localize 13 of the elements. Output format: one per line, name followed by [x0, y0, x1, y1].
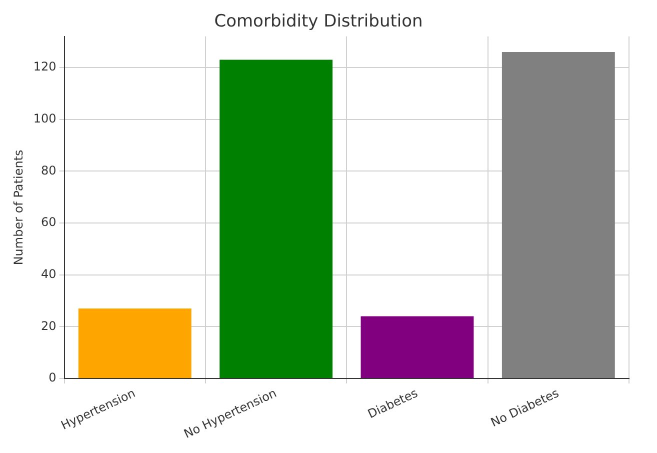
y-tick-label: 80 — [41, 163, 56, 178]
y-tick-label: 20 — [41, 318, 56, 333]
y-tick-label: 100 — [33, 111, 56, 126]
bar — [78, 308, 192, 378]
bar — [360, 316, 474, 378]
chart-title: Comorbidity Distribution — [214, 12, 423, 32]
bar — [502, 52, 615, 378]
bar — [220, 60, 333, 378]
y-tick-label: 60 — [41, 215, 56, 230]
y-tick-label: 0 — [48, 370, 56, 385]
y-tick-label: 40 — [41, 266, 56, 281]
y-tick-label: 120 — [33, 60, 56, 74]
y-axis-title: Number of Patients — [11, 150, 26, 266]
